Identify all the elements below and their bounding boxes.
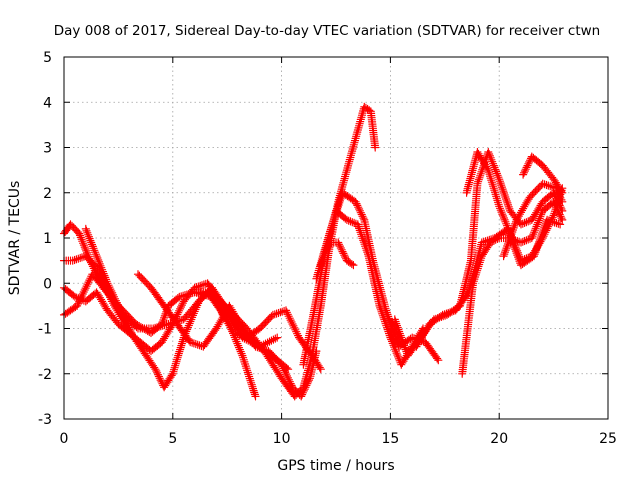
- y-tick-label: -3: [38, 412, 52, 428]
- y-axis-label: SDTVAR / TECUs: [7, 181, 23, 296]
- y-tick-label: 0: [43, 276, 52, 292]
- chart-title: Day 008 of 2017, Sidereal Day-to-day VTE…: [54, 23, 601, 39]
- x-axis-label: GPS time / hours: [277, 458, 394, 474]
- y-tick-label: 1: [43, 231, 52, 247]
- x-tick-label: 10: [273, 431, 291, 447]
- x-tick-label: 0: [60, 431, 69, 447]
- x-tick-label: 5: [168, 431, 177, 447]
- y-tick-label: 4: [43, 95, 52, 111]
- x-tick-label: 25: [599, 431, 617, 447]
- x-tick-label: 15: [381, 431, 399, 447]
- y-tick-label: -2: [38, 367, 52, 383]
- y-tick-label: 3: [43, 141, 52, 157]
- sdtvar-chart: Day 008 of 2017, Sidereal Day-to-day VTE…: [0, 0, 640, 480]
- y-tick-label: 5: [43, 50, 52, 66]
- x-tick-label: 20: [490, 431, 508, 447]
- y-tick-label: -1: [38, 322, 52, 338]
- y-tick-label: 2: [43, 186, 52, 202]
